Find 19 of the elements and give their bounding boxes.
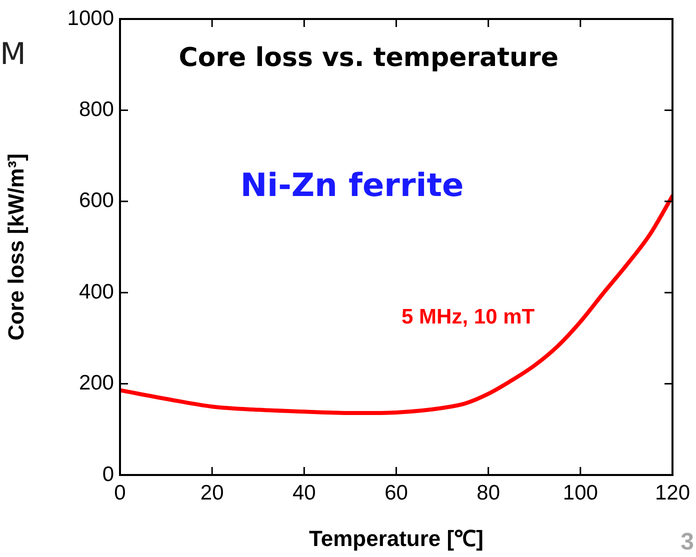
x-tick-label: 40: [292, 481, 316, 504]
x-tick-label: 100: [562, 481, 598, 504]
series-label: 5 MHz, 10 mT: [402, 305, 535, 328]
x-tick-label: 60: [384, 481, 408, 504]
y-tick-label: 200: [78, 372, 114, 395]
x-tick-label: 120: [654, 481, 690, 504]
y-tick-label: 400: [78, 280, 114, 304]
y-axis-title: Core loss [kW/m³]: [3, 153, 28, 341]
text: M: [0, 36, 26, 72]
text: Core loss vs. temperature: [178, 42, 558, 73]
y-tick-label: 1000: [67, 6, 114, 30]
x-tick-label: 20: [200, 481, 224, 504]
y-tick-label: 0: [102, 462, 114, 486]
x-tick-label: 80: [476, 481, 500, 504]
x-axis-title: Temperature [℃]: [309, 526, 484, 551]
annotation: Ni-Zn ferrite: [240, 166, 464, 204]
text: 3: [680, 528, 694, 556]
y-tick-label: 600: [78, 189, 114, 212]
y-tick-label: 800: [78, 98, 114, 121]
